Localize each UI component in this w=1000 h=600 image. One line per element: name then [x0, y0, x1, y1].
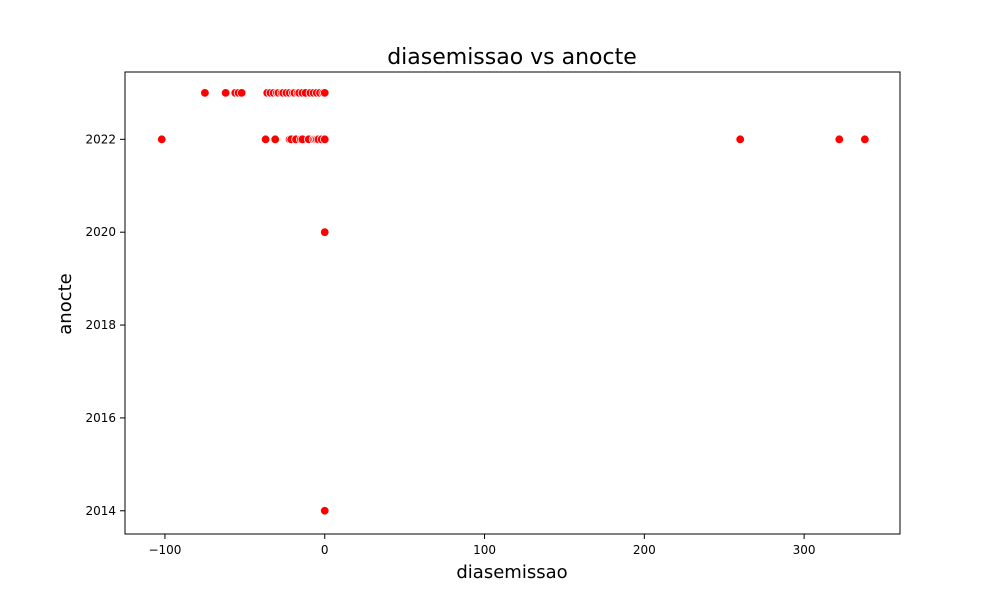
data-point — [320, 88, 330, 98]
y-tick-label: 2020 — [85, 225, 116, 239]
plot-frame — [124, 71, 901, 535]
data-point — [270, 134, 280, 145]
y-tick-label: 2018 — [85, 318, 116, 332]
data-point — [320, 227, 330, 237]
x-tick-label: 200 — [633, 543, 656, 557]
x-tick-label: 300 — [793, 543, 816, 557]
data-point — [260, 134, 271, 145]
data-point — [860, 134, 870, 145]
x-axis-label: diasemissao — [456, 562, 567, 583]
data-point — [735, 134, 745, 145]
x-tick-label: −100 — [148, 543, 181, 557]
chart-title: diasemissao vs anocte — [387, 45, 637, 70]
x-tick-label: 100 — [473, 543, 496, 557]
data-points — [157, 88, 870, 516]
data-point — [320, 134, 330, 145]
data-point — [236, 88, 247, 98]
data-point — [220, 88, 231, 98]
y-tick-label: 2022 — [85, 132, 116, 146]
data-point — [320, 506, 330, 516]
x-tick-label: 0 — [321, 543, 329, 557]
data-point — [200, 88, 210, 98]
data-point — [834, 134, 844, 145]
y-tick-label: 2016 — [85, 411, 116, 425]
x-axis: −100 0 100 200 300 — [148, 534, 816, 557]
data-point — [157, 134, 167, 145]
y-axis: 2014 2016 2018 2020 2022 — [85, 132, 125, 518]
y-axis-label: anocte — [55, 273, 76, 334]
y-tick-label: 2014 — [85, 504, 116, 518]
